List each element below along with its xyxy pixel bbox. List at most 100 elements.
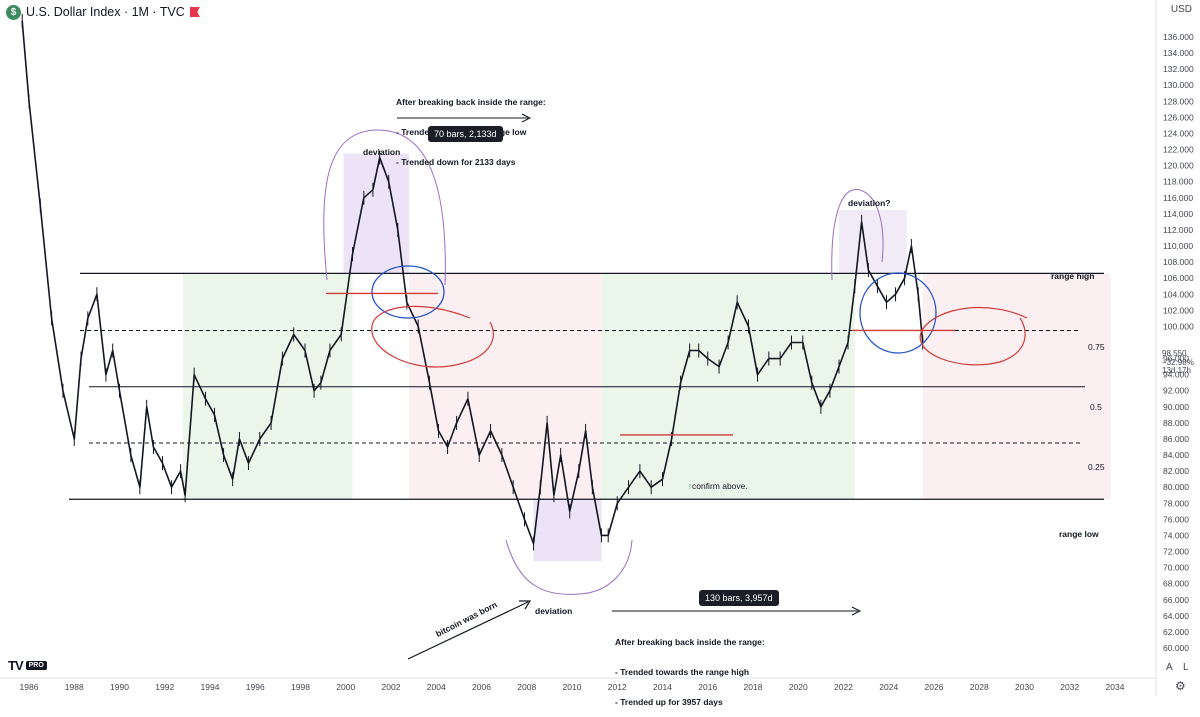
x-tick-label: 2034 (1106, 682, 1125, 692)
y-tick-label: 126.000 (1163, 112, 1194, 122)
y-tick-label: 96.000 (1163, 354, 1189, 364)
x-axis[interactable]: 1986 1988 1990 1992 1994 1996 1998 2000 2002 2004… (0, 677, 1156, 692)
price-label: 98.550 −32.98% 13d 17h (1162, 349, 1194, 375)
x-tick-label: 2014 (653, 682, 672, 692)
top-time-arrow (397, 113, 532, 123)
x-tick-label: 2004 (427, 682, 446, 692)
y-tick-label: 110.000 (1163, 241, 1193, 251)
arrow-up-icon: ↑ (687, 481, 692, 491)
y-tick-label: 78.000 (1163, 498, 1189, 508)
y-tick-label: 84.000 (1163, 450, 1189, 460)
x-tick-label: 1998 (291, 682, 310, 692)
range-low-label: range low (1059, 529, 1099, 539)
currency-label[interactable]: USD (1170, 4, 1192, 15)
y-tick-label: 130.000 (1163, 80, 1194, 90)
x-tick-label: 2016 (698, 682, 717, 692)
y-tick-label: 94.000 (1163, 370, 1189, 380)
y-tick-label: 80.000 (1163, 482, 1189, 492)
y-tick-label: 86.000 (1163, 434, 1189, 444)
blue-circle-2002 (371, 265, 445, 319)
y-tick-label: 112.000 (1163, 225, 1193, 235)
gear-icon[interactable]: ⚙ (1175, 679, 1186, 693)
x-tick-label: 1990 (110, 682, 129, 692)
y-tick-label: 60.000 (1163, 643, 1189, 653)
y-tick-label: 120.000 (1163, 161, 1194, 171)
x-tick-label: 2018 (744, 682, 763, 692)
symbol-title[interactable]: U.S. Dollar Index · 1M · TVC (26, 5, 185, 19)
y-tick-label: 118.000 (1163, 177, 1193, 187)
deviation-top-label: deviation (363, 147, 401, 157)
x-tick-label: 2008 (517, 682, 536, 692)
bottom-note: After breaking back inside the range: - … (615, 637, 765, 707)
bottom-time-arrow (612, 606, 862, 616)
y-axis[interactable]: 136.000 134.000 132.000 130.000 128.000 126.0… (1155, 0, 1194, 696)
deviation-bottom-label: deviation (535, 606, 573, 616)
x-tick-label: 2030 (1015, 682, 1034, 692)
chart-header: $ U.S. Dollar Index · 1M · TVC (6, 3, 200, 21)
x-tick-label: 1992 (155, 682, 174, 692)
y-tick-label: 72.000 (1163, 547, 1189, 557)
x-tick-label: 1996 (246, 682, 265, 692)
x-tick-label: 2020 (789, 682, 808, 692)
fib-05-label: 0.5 (1090, 402, 1102, 412)
bottom-bars-pill: 130 bars, 3,957d (699, 590, 779, 606)
deviation-arc-top (323, 129, 446, 286)
y-tick-label: 114.000 (1163, 209, 1193, 219)
deviation-zone-recent (838, 209, 907, 274)
log-scale-button[interactable]: L (1183, 662, 1189, 673)
x-tick-label: 2028 (970, 682, 989, 692)
drawing-overlays (323, 113, 1028, 660)
x-tick-label: 2026 (925, 682, 944, 692)
fib-075-label: 0.75 (1088, 342, 1105, 352)
y-tick-label: 76.000 (1163, 514, 1189, 524)
range-high-label: range high (1051, 271, 1095, 281)
y-tick-label: 82.000 (1163, 466, 1189, 476)
price-chart[interactable]: 136.000 134.000 132.000 130.000 128.000 126.0… (0, 0, 1200, 696)
x-tick-label: 2022 (834, 682, 853, 692)
dollar-coin-icon: $ (6, 4, 21, 20)
x-tick-label: 2012 (608, 682, 627, 692)
confirm-label: ↑confirm above. (687, 481, 748, 491)
blue-circle-2024 (859, 272, 937, 354)
fib-025-label: 0.25 (1088, 462, 1105, 472)
y-tick-label: 92.000 (1163, 386, 1189, 396)
range-levels (69, 272, 1104, 500)
price-series (21, 13, 924, 551)
x-tick-label: 2032 (1060, 682, 1079, 692)
y-tick-label: 102.000 (1163, 305, 1194, 315)
y-tick-label: 100.000 (1163, 321, 1194, 331)
y-tick-label: 136.000 (1163, 32, 1194, 42)
deviation-arc-recent (831, 189, 884, 281)
deviation-recent-label: deviation? (848, 198, 891, 208)
auto-scale-button[interactable]: A (1166, 662, 1173, 673)
y-tick-label: 68.000 (1163, 579, 1189, 589)
deviation-zone-bottom (533, 499, 602, 562)
x-tick-label: 2024 (879, 682, 898, 692)
y-tick-label: 90.000 (1163, 402, 1189, 412)
y-tick-label: 124.000 (1163, 128, 1194, 138)
y-tick-label: 104.000 (1163, 289, 1194, 299)
x-tick-label: 1986 (20, 682, 39, 692)
top-bars-pill: 70 bars, 2,133d (428, 126, 503, 142)
red-flag-icon[interactable] (189, 7, 200, 17)
x-tick-label: 2002 (382, 682, 401, 692)
y-tick-label: 134.000 (1163, 48, 1194, 58)
y-tick-label: 116.000 (1163, 193, 1193, 203)
deviation-arc-bottom (505, 539, 633, 595)
y-tick-label: 66.000 (1163, 595, 1189, 605)
y-tick-label: 62.000 (1163, 627, 1189, 637)
y-tick-label: 132.000 (1163, 64, 1194, 74)
y-tick-label: 122.000 (1163, 145, 1194, 155)
x-tick-label: 1994 (201, 682, 220, 692)
x-tick-label: 1988 (65, 682, 84, 692)
tradingview-logo: TV PRO (8, 658, 47, 673)
y-tick-label: 88.000 (1163, 418, 1189, 428)
y-tick-label: 108.000 (1163, 257, 1194, 267)
x-tick-label: 2006 (472, 682, 491, 692)
red-loop-2004 (371, 305, 494, 368)
y-tick-label: 128.000 (1163, 96, 1194, 106)
zone-shading (182, 153, 1111, 562)
x-tick-label: 2000 (336, 682, 355, 692)
x-tick-label: 2010 (563, 682, 582, 692)
y-tick-label: 106.000 (1163, 273, 1194, 283)
